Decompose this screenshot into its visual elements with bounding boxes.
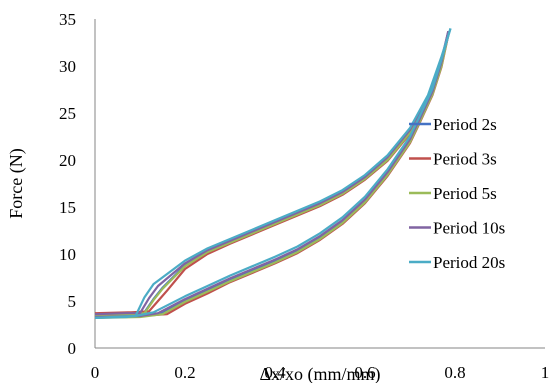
legend: Period 2s Period 3s Period 5s Period 10s Per… <box>409 115 505 272</box>
plot-area <box>94 19 545 349</box>
x-tick-label: 0.8 <box>444 363 465 382</box>
series-unloading-line <box>94 31 450 319</box>
series-5 <box>94 28 452 319</box>
legend-label: Period 2s <box>433 115 497 134</box>
legend-label: Period 10s <box>433 219 505 238</box>
y-tick-label: 20 <box>59 151 76 170</box>
series-3 <box>94 33 450 319</box>
series-unloading-line <box>94 33 450 319</box>
x-axis-title: Δx/xo (mm/mm) <box>259 364 380 383</box>
legend-item: Period 10s <box>409 219 505 238</box>
x-tick-label: 0.2 <box>174 363 195 382</box>
legend-item: Period 20s <box>409 253 505 272</box>
legend-label: Period 3s <box>433 150 497 169</box>
legend-item: Period 5s <box>409 184 497 203</box>
series-layer <box>94 28 452 319</box>
y-tick-label: 15 <box>59 198 76 217</box>
series-loading-line <box>94 34 450 315</box>
series-loading-line <box>94 33 450 317</box>
x-tick-label: 1 <box>541 363 550 382</box>
series-4 <box>94 30 450 319</box>
series-unloading-line <box>94 28 452 319</box>
y-tick-label: 35 <box>59 10 76 29</box>
series-loading-line <box>94 28 452 319</box>
x-tick-label: 0 <box>91 363 100 382</box>
y-axis-title: Force (N) <box>6 148 27 218</box>
y-tick-label: 30 <box>59 57 76 76</box>
y-tick-label: 25 <box>59 104 76 123</box>
series-2 <box>94 34 450 318</box>
x-tick-labels: 0 0.2 0.4 0.6 0.8 1 <box>91 363 550 382</box>
series-unloading-line <box>94 30 450 319</box>
legend-item: Period 2s <box>409 115 497 134</box>
legend-label: Period 20s <box>433 253 505 272</box>
series-unloading-line <box>95 34 450 318</box>
x-tick-label: 0.6 <box>354 363 375 382</box>
y-tick-label: 10 <box>59 245 76 264</box>
x-tick-label: 0.4 <box>264 363 286 382</box>
series-loading-line <box>94 31 450 316</box>
y-tick-labels: 0 5 10 15 20 25 30 35 <box>59 10 76 358</box>
series-1 <box>94 31 450 319</box>
y-tick-label: 5 <box>68 292 77 311</box>
legend-item: Period 3s <box>409 150 497 169</box>
y-tick-label: 0 <box>68 339 77 358</box>
series-loading-line <box>94 30 450 316</box>
legend-label: Period 5s <box>433 184 497 203</box>
